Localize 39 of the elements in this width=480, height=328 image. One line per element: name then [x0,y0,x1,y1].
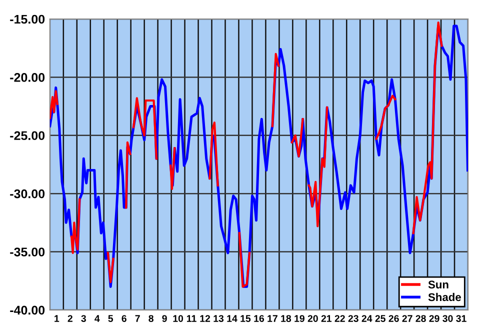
x-tick-label: 12 [200,315,210,322]
x-tick-label: 19 [294,315,304,322]
x-tick-label: 9 [162,315,167,322]
x-tick-label: 4 [94,315,100,322]
x-tick-label: 21 [321,315,332,322]
x-tick-label: 10 [173,315,184,322]
x-tick-label: 6 [122,315,126,322]
x-tick-label: 2 [68,315,72,322]
x-tick-label: 30 [442,315,453,322]
x-tick-label: 20 [308,315,318,322]
y-tick-label: -15.00 [10,14,45,24]
x-tick-label: 14 [227,315,238,322]
x-tick-label: 26 [388,315,399,322]
legend-label: Sun [428,280,448,289]
x-tick-label: 23 [348,315,358,322]
y-tick-label: -25.00 [10,131,45,140]
x-tick-label: 3 [81,315,86,322]
x-tick-label: 11 [187,315,196,322]
legend-label: Shade [428,292,461,302]
x-tick-label: 22 [334,315,345,322]
x-tick-label: 31 [456,315,466,322]
x-tick-label: 29 [429,315,440,322]
x-tick-label: 16 [254,315,264,322]
x-tick-label: 18 [281,315,292,322]
x-tick-label: 1 [54,315,60,322]
x-tick-label: 28 [416,315,426,322]
x-tick-label: 13 [214,315,224,322]
x-tick-label: 17 [268,315,278,322]
x-tick-label: 15 [240,315,251,322]
x-tick-label: 25 [375,315,386,322]
y-tick-label: -40.00 [10,306,45,315]
x-tick-label: 24 [362,315,372,322]
y-tick-label: -20.00 [10,73,45,82]
x-tick-label: 27 [402,315,412,322]
x-tick-label: 7 [135,315,140,322]
y-tick-label: -35.00 [10,248,45,256]
x-tick-label: 8 [148,315,154,322]
x-tick-label: 5 [108,315,114,322]
y-tick-label: -30.00 [10,189,45,198]
